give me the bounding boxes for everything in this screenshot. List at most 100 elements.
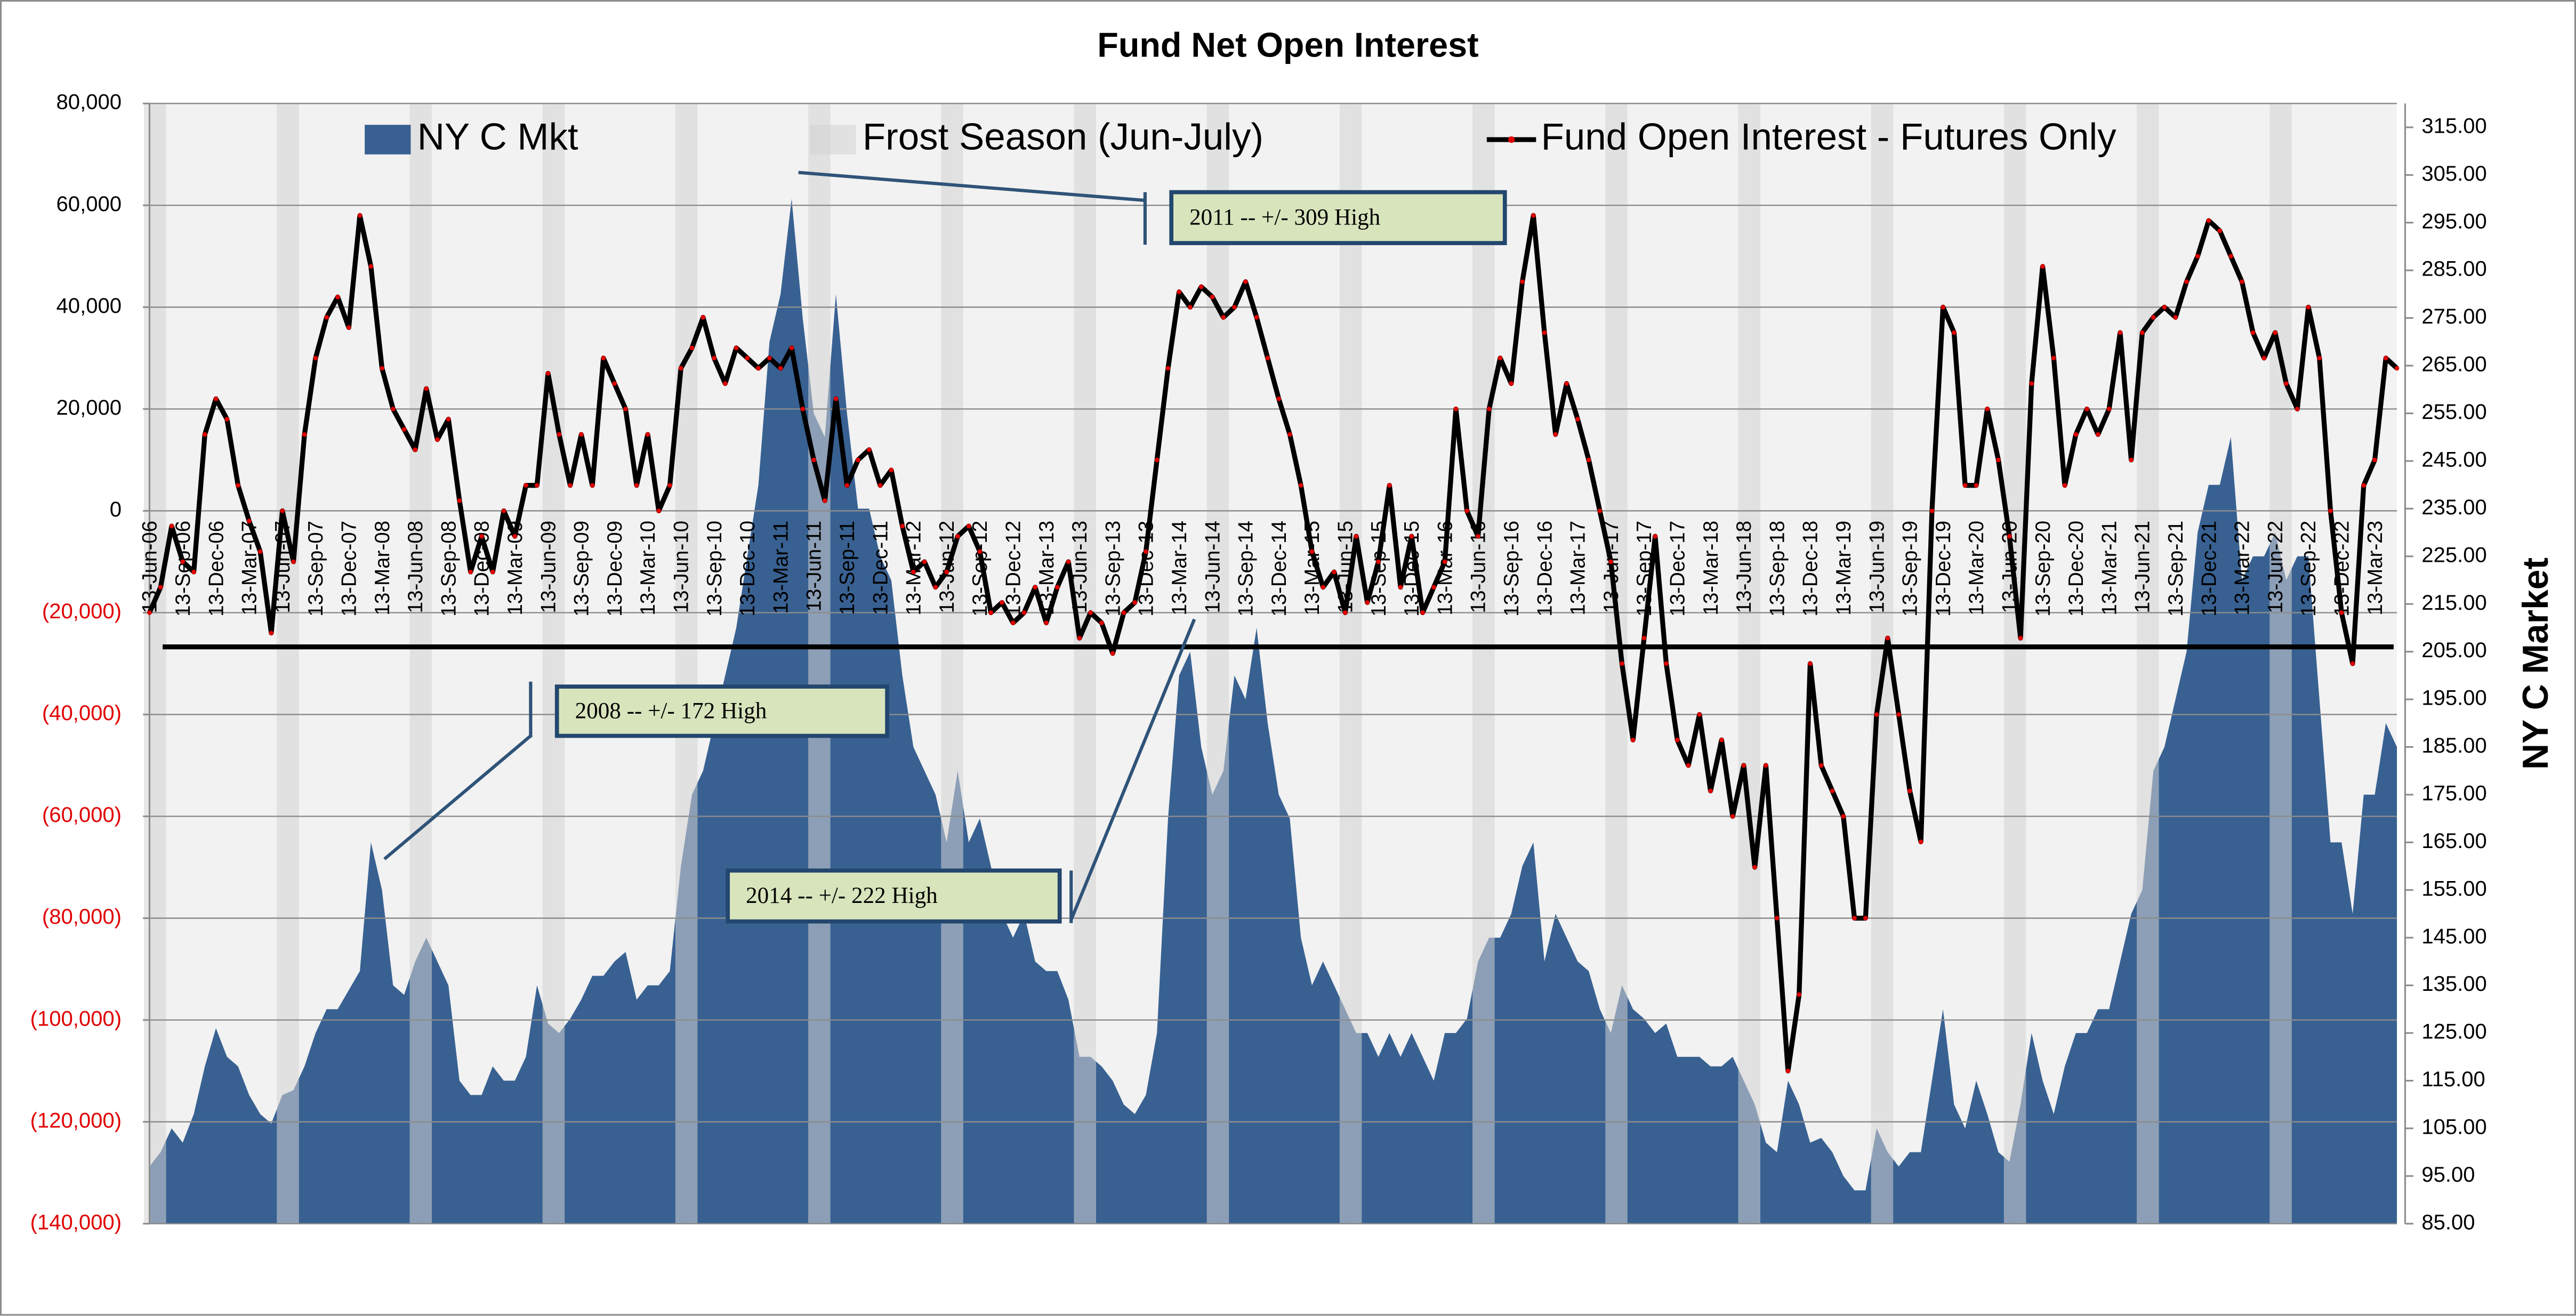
frost-band: [1074, 103, 1085, 1224]
oi-marker: [1962, 483, 1968, 488]
oi-marker: [2051, 356, 2056, 361]
oi-marker: [833, 396, 839, 401]
x-tick-label: 13-Sep-21: [2164, 521, 2187, 617]
oi-marker: [2084, 407, 2089, 411]
price-area: [149, 199, 2397, 1224]
oi-marker: [1542, 330, 1547, 335]
oi-marker: [335, 294, 340, 300]
oi-marker: [1442, 559, 1447, 564]
oi-marker: [2228, 254, 2233, 259]
y2-tick-label: 115.00: [2421, 1068, 2485, 1091]
frost-band: [952, 103, 963, 1224]
oi-marker: [2073, 432, 2079, 437]
x-tick-label: 13-Mar-08: [371, 521, 394, 616]
oi-marker: [2184, 279, 2189, 284]
x-tick-label: 13-Sep-08: [437, 521, 460, 617]
frost-band: [1218, 103, 1229, 1224]
frost-band: [409, 103, 421, 1224]
oi-marker: [1243, 279, 1248, 284]
oi-marker: [1818, 763, 1824, 768]
oi-marker: [1764, 763, 1768, 768]
oi-marker: [667, 483, 672, 488]
y-tick-label: (80,000): [42, 905, 122, 929]
oi-marker: [1376, 559, 1381, 564]
x-tick-label: 13-Mar-14: [1168, 521, 1191, 616]
oi-marker: [1033, 585, 1038, 590]
y-tick-label: (120,000): [30, 1109, 122, 1132]
y2-tick-label: 135.00: [2421, 972, 2487, 996]
oi-marker: [390, 407, 396, 411]
legend-swatch-marker: [1508, 136, 1515, 143]
oi-marker: [291, 559, 296, 564]
oi-marker: [2328, 508, 2333, 513]
oi-marker: [579, 432, 584, 437]
y2-tick-label: 265.00: [2421, 353, 2487, 376]
oi-marker: [1132, 600, 1137, 605]
oi-marker: [401, 427, 407, 432]
x-tick-label: 13-Dec-10: [736, 521, 759, 617]
y-tick-label: 40,000: [57, 294, 122, 318]
x-tick-label: 13-Sep-10: [703, 521, 726, 617]
frost-band: [277, 103, 288, 1224]
oi-marker: [922, 559, 927, 564]
oi-marker: [1276, 396, 1281, 401]
oi-marker: [878, 483, 883, 488]
x-tick-label: 13-Mar-18: [1700, 521, 1722, 616]
oi-marker: [2206, 218, 2211, 223]
frost-band: [2015, 103, 2026, 1224]
oi-marker: [1985, 407, 1990, 411]
oi-marker: [634, 483, 639, 488]
oi-marker: [1885, 635, 1890, 641]
oi-marker: [180, 559, 186, 564]
oi-marker: [789, 345, 794, 351]
oi-marker: [1664, 661, 1669, 666]
oi-marker: [1254, 315, 1259, 320]
x-tick-label: 13-Mar-15: [1301, 521, 1324, 616]
oi-marker: [1653, 534, 1658, 539]
oi-marker: [1597, 508, 1603, 513]
y2-tick-label: 125.00: [2421, 1020, 2487, 1044]
oi-marker: [933, 585, 938, 590]
x-tick-label: 13-Mar-23: [2364, 521, 2387, 616]
x-tick-label: 13-Dec-06: [205, 521, 228, 617]
oi-marker: [1210, 294, 1215, 300]
oi-marker: [1907, 788, 1912, 794]
x-tick-label: 13-Sep-18: [1766, 521, 1789, 617]
oi-marker: [1874, 712, 1879, 717]
oi-marker: [2250, 330, 2256, 335]
oi-marker: [468, 569, 473, 575]
oi-marker: [1708, 788, 1713, 794]
oi-marker: [1553, 432, 1558, 437]
x-tick-label: 13-Sep-19: [1899, 521, 1922, 617]
y2-tick-label: 145.00: [2421, 925, 2487, 948]
oi-marker: [1321, 585, 1326, 590]
oi-marker: [2384, 356, 2388, 361]
oi-marker: [1697, 712, 1702, 717]
oi-marker: [656, 508, 662, 513]
oi-marker: [1929, 508, 1935, 513]
oi-marker: [457, 498, 462, 503]
oi-marker: [413, 447, 418, 453]
oi-marker: [2306, 304, 2311, 310]
frost-band: [1882, 103, 1894, 1224]
x-tick-label: 13-Jun-19: [1865, 521, 1888, 613]
y2-tick-label: 295.00: [2421, 209, 2487, 233]
oi-marker: [911, 569, 916, 575]
oi-marker: [800, 407, 805, 411]
oi-marker: [822, 498, 827, 503]
x-tick-label: 13-Dec-17: [1667, 521, 1689, 617]
oi-marker: [1121, 610, 1126, 615]
frost-band: [808, 103, 819, 1224]
oi-marker: [2151, 315, 2156, 320]
y2-tick-label: 245.00: [2421, 448, 2487, 471]
oi-marker: [1918, 839, 1923, 844]
y2-tick-label: 95.00: [2421, 1163, 2475, 1186]
oi-marker: [1000, 600, 1004, 605]
frost-band: [1483, 103, 1495, 1224]
y2-tick-label: 235.00: [2421, 496, 2487, 519]
oi-marker: [512, 534, 518, 539]
x-tick-label: 13-Dec-21: [2197, 521, 2220, 617]
oi-marker: [1088, 610, 1093, 615]
